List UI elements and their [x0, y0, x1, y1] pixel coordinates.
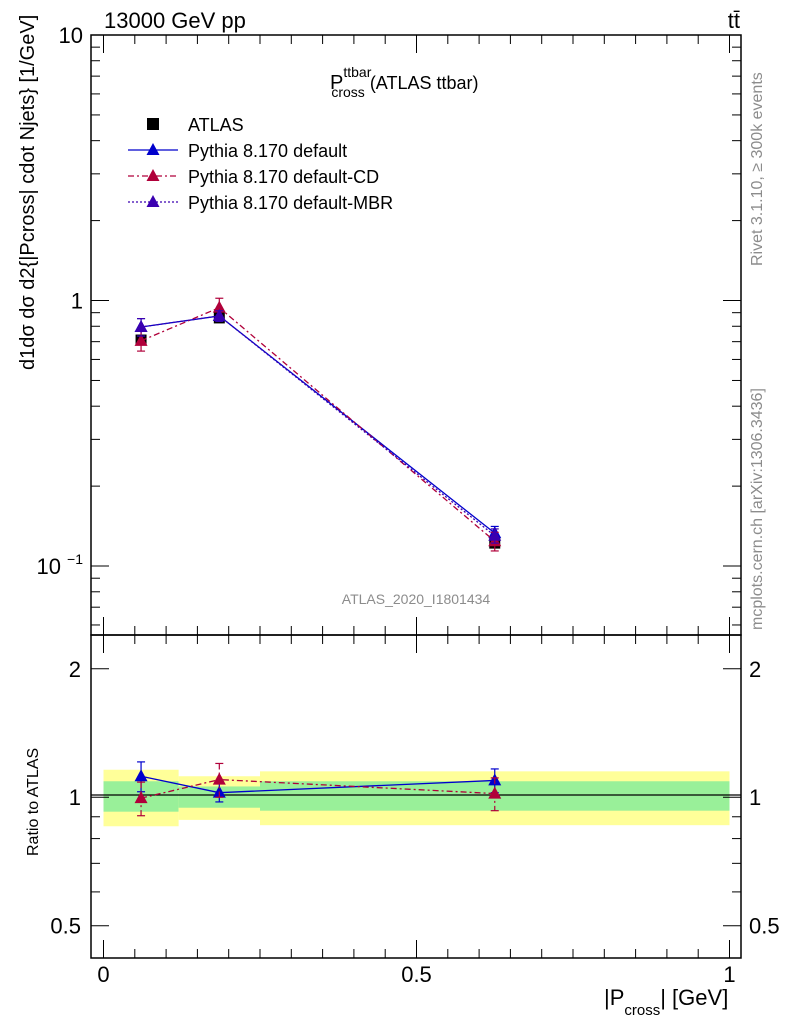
legend-marker-atlas [147, 118, 159, 130]
legend-marker-pythia-8-170-default [146, 143, 160, 155]
ratio-point-pythia-8-170-default-cd [212, 772, 226, 785]
series-line-pythia-8-170-default-cd [140, 306, 496, 542]
process-label: tt̄ [728, 8, 740, 33]
y-tick-label-ratio: 1 [69, 785, 81, 810]
ratio-series-layer [134, 761, 502, 817]
plot-title-main: P [330, 72, 343, 94]
y-tick-label-main: 10 [37, 554, 61, 579]
mcplots-label: mcplots.cern.ch [arXiv:1306.3436] [749, 388, 766, 630]
energy-label: 13000 GeV pp [104, 8, 246, 33]
y-tick-label-exponent: −1 [67, 551, 83, 567]
legend-marker-pythia-8-170-default-cd [146, 169, 160, 181]
legend-label-pythia-8-170-default-cd: Pythia 8.170 default-CD [188, 167, 379, 187]
y-tick-label-ratio-right: 2 [749, 657, 761, 682]
data-point-pythia-8-170-default-mbr [134, 319, 148, 332]
legend-marker-pythia-8-170-default-mbr [146, 195, 160, 207]
main-series-layer [134, 297, 502, 552]
y-axis-label-main: d1dσ dσ d2{|Pcross| cdot Njets} [1/GeV] [17, 15, 39, 370]
ratio-point-pythia-8-170-default [134, 769, 148, 782]
x-tick-label: 0.5 [401, 962, 432, 987]
x-tick-label: 0 [97, 962, 109, 987]
y-tick-label-ratio: 2 [69, 657, 81, 682]
legend-label-pythia-8-170-default-mbr: Pythia 8.170 default-MBR [188, 193, 393, 213]
y-tick-label-main: 1 [71, 289, 83, 314]
legend-label-pythia-8-170-default: Pythia 8.170 default [188, 141, 347, 161]
ratio-point-pythia-8-170-default-cd [488, 786, 502, 799]
x-axis-label-suffix: | [GeV] [660, 985, 728, 1010]
y-tick-label-ratio: 0.5 [50, 914, 81, 939]
data-point-pythia-8-170-default-cd [212, 300, 226, 313]
data-point-pythia-8-170-default-mbr [212, 308, 226, 321]
analysis-label: ATLAS_2020_I1801434 [342, 591, 491, 607]
y-axis-label-ratio: Ratio to ATLAS [25, 748, 42, 856]
series-line-pythia-8-170-default-mbr [140, 315, 496, 537]
ratio-uncertainty-bands [103, 769, 730, 827]
plot-title-sub: cross [331, 84, 364, 100]
x-axis-label-main: |P [604, 985, 624, 1010]
y-tick-label-ratio-right: 0.5 [749, 914, 780, 939]
y-tick-label-ratio-right: 1 [749, 785, 761, 810]
axis-ticks: 10 −1 1 10 0 0.5 1 0.5 0.5 1 1 2 2 [37, 23, 780, 987]
series-line-pythia-8-170-default [140, 315, 496, 534]
data-point-pythia-8-170-default-mbr [488, 528, 502, 541]
legend-label-atlas: ATLAS [188, 115, 244, 135]
data-point-pythia-8-170-default-cd [134, 333, 148, 346]
x-axis-label: |Pcross| [GeV] [604, 985, 728, 1019]
y-tick-label-main: 10 [59, 23, 83, 48]
x-tick-label: 1 [723, 962, 735, 987]
rivet-version-label: Rivet 3.1.10, ≥ 300k events [749, 72, 766, 266]
x-axis-label-sub: cross [624, 1002, 660, 1019]
plot-title: Pttbar cross (ATLAS ttbar) [330, 64, 479, 100]
ratio-point-pythia-8-170-default-cd [134, 791, 148, 804]
legend: ATLAS Pythia 8.170 default Pythia 8.170 de… [128, 115, 393, 213]
plot-title-sup: ttbar [343, 64, 371, 80]
plot-title-suffix: (ATLAS ttbar) [365, 73, 479, 93]
